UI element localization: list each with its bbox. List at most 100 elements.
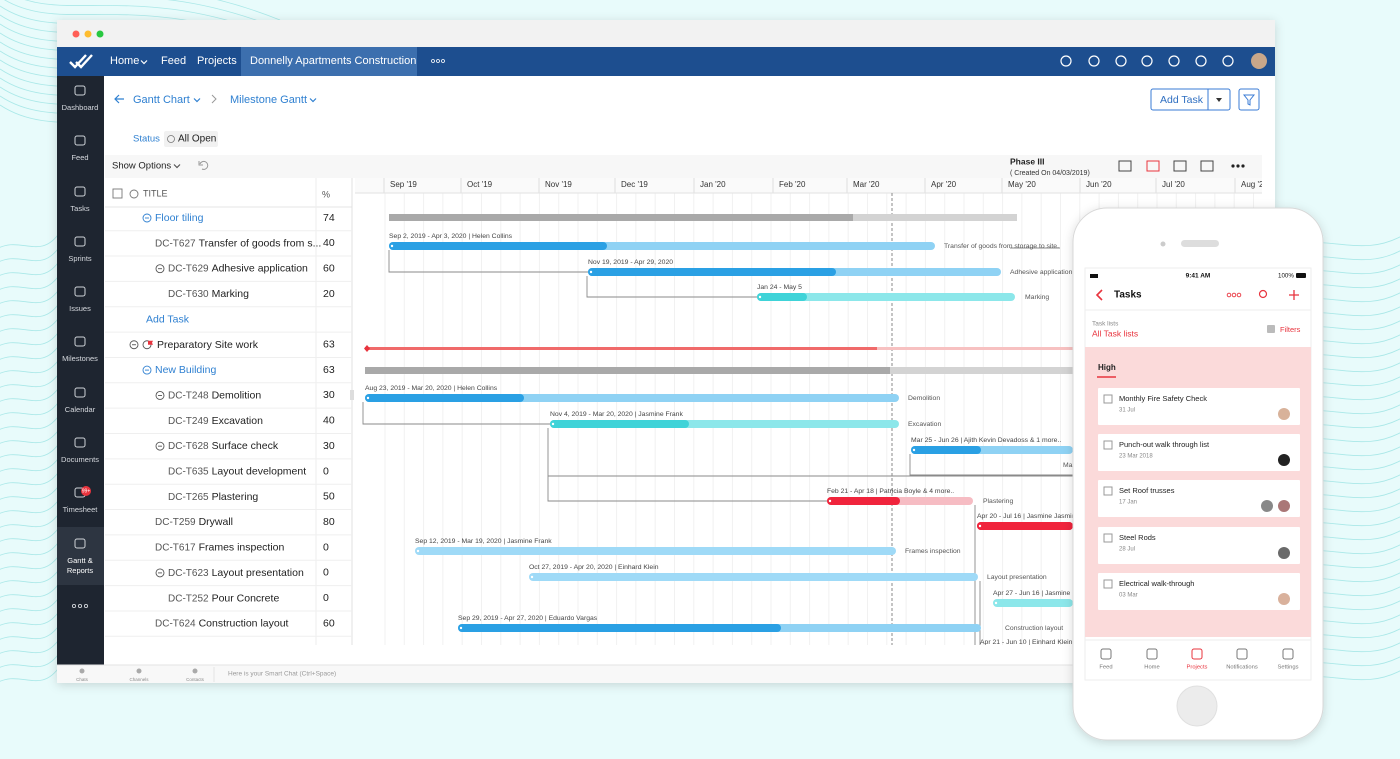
task-name: Excavation <box>212 415 264 427</box>
sidebar-item[interactable]: Sprints <box>68 254 92 263</box>
caret <box>309 98 317 103</box>
phase-created: ( Created On 04/03/2019) <box>1010 170 1090 177</box>
task-title[interactable]: Floor tiling <box>155 212 204 224</box>
task-card-date: 28 Jul <box>1119 547 1135 553</box>
sidebar-item[interactable]: Issues <box>69 304 91 313</box>
task-card-date: 17 Jan <box>1119 500 1137 506</box>
sidebar-item[interactable]: Gantt & <box>67 556 92 565</box>
bg-wave <box>0 357 61 374</box>
bg-wave <box>0 315 61 332</box>
bg-wave <box>0 385 61 402</box>
filters-link[interactable]: Filters <box>1280 325 1301 334</box>
bar-date-label: Apr 21 - Jun 10 | Einhard Klein <box>980 639 1073 646</box>
nav-icon <box>1088 55 1100 67</box>
nav-item[interactable]: Projects <box>197 55 237 67</box>
gantt-bar-progress <box>757 293 807 301</box>
column-header: % <box>322 189 330 199</box>
task-name: Floor tiling <box>155 212 204 224</box>
chat-input[interactable]: Here is your Smart Chat (Ctrl+Space) <box>228 671 336 678</box>
phone-tab[interactable]: Home <box>1144 665 1159 671</box>
toolbar-more-dot <box>1241 164 1245 168</box>
nav-item[interactable]: Feed <box>161 55 186 67</box>
chat-tab[interactable]: Chats <box>76 677 89 682</box>
sidebar-item[interactable]: Timesheet <box>63 505 99 514</box>
phone-tab[interactable]: Projects <box>1187 665 1208 671</box>
filter-chip <box>164 131 218 147</box>
task-percent: 60 <box>323 617 335 629</box>
task-card-name[interactable]: Electrical walk-through <box>1119 579 1194 588</box>
phone-tab[interactable]: Settings <box>1278 665 1299 671</box>
bg-wave <box>0 343 61 360</box>
task-percent: 20 <box>323 288 335 300</box>
month-label: Feb '20 <box>779 180 806 189</box>
bg-wave <box>216 0 281 21</box>
add-task-label[interactable]: Add Task <box>1160 94 1204 106</box>
sidebar-more-dot <box>83 603 89 609</box>
task-card <box>1098 527 1300 564</box>
task-id: DC-T249 <box>168 415 209 426</box>
sidebar-item[interactable]: Reports <box>67 566 94 575</box>
task-id: DC-T623 <box>168 568 209 579</box>
chat-tab[interactable]: Channels <box>129 677 149 682</box>
breadcrumb-item[interactable]: Gantt Chart <box>133 94 190 106</box>
task-card-name[interactable]: Punch-out walk through list <box>1119 440 1210 449</box>
phase-name: Phase III <box>1010 156 1045 166</box>
phone-tab-icon <box>1100 648 1112 660</box>
task-id: DC-T617 <box>155 542 196 553</box>
nav-project[interactable]: Donnelly Apartments Construction <box>250 55 416 67</box>
task-id: DC-T628 <box>168 441 209 452</box>
sidebar-item[interactable]: Documents <box>61 455 99 464</box>
bg-wave <box>0 287 61 304</box>
filter-value[interactable]: All Open <box>178 134 216 145</box>
task-id: DC-T627 <box>155 238 196 249</box>
month-label: Sep '19 <box>390 180 417 189</box>
month-label: Aug '2 <box>1241 180 1264 189</box>
bar-date-label: Sep 12, 2019 - Mar 19, 2020 | Jasmine Fr… <box>415 538 552 545</box>
phone-tab[interactable]: Feed <box>1099 665 1112 671</box>
bar-date-label: Mar 25 - Jun 26 | Ajith Kevin Devadoss &… <box>911 437 1061 444</box>
sidebar-item[interactable]: Milestones <box>62 354 98 363</box>
task-title[interactable]: Add Task <box>146 313 190 325</box>
nav-icon <box>1168 55 1180 67</box>
sidebar-more-dot <box>77 603 83 609</box>
bg-wave <box>0 623 61 640</box>
sidebar-item[interactable]: Feed <box>71 153 88 162</box>
task-card-name[interactable]: Steel Rods <box>1119 533 1156 542</box>
bg-wave <box>166 0 281 30</box>
task-card-name[interactable]: Monthly Fire Safety Check <box>1119 394 1207 403</box>
bg-wave <box>0 581 61 598</box>
nav-item[interactable]: Home <box>110 55 139 67</box>
bg-wave <box>0 511 61 528</box>
phone-tab[interactable]: Notifications <box>1226 665 1258 671</box>
add-task-button <box>1150 88 1231 111</box>
sidebar-item[interactable]: Tasks <box>70 204 89 213</box>
chat-icon <box>192 668 198 674</box>
sidebar-icon <box>74 336 86 347</box>
sidebar-item[interactable]: Calendar <box>65 405 96 414</box>
task-id: DC-T252 <box>168 593 209 604</box>
group-bar-progress <box>365 367 890 374</box>
chat-tab[interactable]: Contacts <box>186 677 205 682</box>
task-title: DC-T248 Demolition <box>168 389 261 401</box>
bar-date-label: Aug 23, 2019 - Mar 20, 2020 | Helen Coll… <box>365 385 498 392</box>
chat-icon <box>79 668 85 674</box>
task-title[interactable]: New Building <box>155 364 216 376</box>
bar-date-label: Feb 21 - Apr 18 | Patricia Boyle & 4 mor… <box>827 488 954 495</box>
month-label: Jan '20 <box>700 180 726 189</box>
sidebar-icon <box>74 387 86 398</box>
phone-home-button <box>1176 685 1218 727</box>
breadcrumb-item[interactable]: Milestone Gantt <box>230 94 307 106</box>
collapse-icon <box>155 441 165 451</box>
task-title: DC-T630 Marking <box>168 288 249 300</box>
task-lists-value[interactable]: All Task lists <box>1092 328 1138 338</box>
sidebar-item[interactable]: Dashboard <box>62 103 99 112</box>
show-options[interactable]: Show Options <box>112 161 171 172</box>
task-id: DC-T630 <box>168 289 209 300</box>
task-checkbox <box>1103 486 1113 496</box>
dependency-line <box>388 250 588 273</box>
task-card-name[interactable]: Set Roof trusses <box>1119 486 1175 495</box>
bar-handle <box>589 270 593 274</box>
collapse-icon <box>142 213 152 223</box>
bar-handle <box>828 499 832 503</box>
